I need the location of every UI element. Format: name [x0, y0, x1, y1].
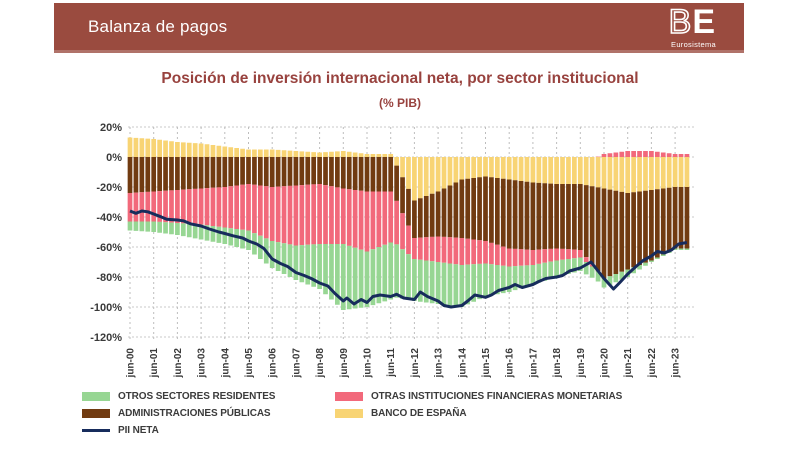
- x-tick-label: jun-22: [647, 348, 658, 379]
- x-tick-label: jun-23: [671, 348, 682, 379]
- y-tick-label: -120%: [90, 332, 122, 344]
- x-tick-label: jun-10: [363, 348, 374, 379]
- x-tick-label: jun-21: [623, 348, 634, 379]
- x-tick-label: jun-13: [434, 348, 445, 379]
- x-axis-labels: jun-00 jun-01 jun-02 jun-03 jun-04 jun-05 jun-…: [126, 348, 682, 379]
- series-otras-instituciones-financieras-monetarias: [127, 151, 690, 267]
- y-tick-label: -100%: [90, 302, 122, 314]
- y-tick-label: -60%: [96, 242, 122, 254]
- chart-subtitle: (% PIB): [379, 96, 421, 110]
- eurosistema-label: Eurosistema: [671, 39, 716, 49]
- x-tick-label: jun-00: [126, 348, 137, 379]
- banco-de-espana-logo: BE Eurosistema: [668, 2, 744, 49]
- x-tick-label: jun-06: [268, 348, 279, 379]
- y-tick-label: -20%: [96, 182, 122, 194]
- be-logo-icon: BE: [668, 2, 716, 41]
- series-banco-de-espa-a: [127, 137, 690, 201]
- slide-header-bar: Balanza de pagos BE Eurosistema: [54, 3, 744, 53]
- y-tick-label: -80%: [96, 272, 122, 284]
- pink-swatch-icon: [335, 392, 363, 401]
- legend-item-otras-ifm: OTRAS INSTITUCIONES FINANCIERAS MONETARI…: [335, 391, 622, 402]
- y-tick-label: 20%: [100, 122, 122, 134]
- legend-item-otros-sectores-residentes: OTROS SECTORES RESIDENTES: [82, 391, 275, 402]
- x-tick-label: jun-17: [528, 348, 539, 379]
- legend-item-administraciones-publicas: ADMINISTRACIONES PÚBLICAS: [82, 408, 271, 419]
- x-tick-label: jun-11: [386, 348, 397, 378]
- legend-item-banco-de-espana: BANCO DE ESPAÑA: [335, 408, 467, 419]
- x-tick-label: jun-07: [291, 348, 302, 379]
- brown-swatch-icon: [82, 409, 110, 418]
- x-tick-label: jun-04: [220, 348, 231, 379]
- x-tick-label: jun-09: [339, 348, 350, 379]
- pii-neta-line: [129, 209, 688, 309]
- bars-layer: [127, 137, 690, 310]
- x-tick-label: jun-12: [410, 348, 421, 379]
- x-tick-label: jun-03: [197, 348, 208, 379]
- x-tick-label: jun-18: [552, 348, 563, 379]
- series-otros-sectores-residentes: [127, 221, 690, 310]
- slide-title: Balanza de pagos: [88, 16, 228, 36]
- y-axis-labels: 20% 0% -20% -40% -60% -80% -100% -120%: [90, 122, 122, 344]
- x-tick-label: jun-20: [600, 348, 611, 379]
- x-tick-label: jun-14: [457, 348, 468, 379]
- x-tick-label: jun-02: [173, 348, 184, 379]
- x-tick-label: jun-16: [505, 348, 516, 379]
- series-administraciones-p-blicas: [127, 157, 690, 279]
- x-tick-label: jun-08: [315, 348, 326, 379]
- x-tick-label: jun-01: [149, 348, 160, 379]
- chart-title: Posición de inversión internacional neta…: [161, 70, 639, 87]
- x-tick-label: jun-15: [481, 348, 492, 379]
- y-tick-label: -40%: [96, 212, 122, 224]
- legend-item-pii-neta: PII NETA: [82, 425, 159, 436]
- yellow-swatch-icon: [335, 409, 363, 418]
- x-tick-label: jun-05: [244, 348, 255, 379]
- y-tick-label: 0%: [106, 152, 122, 164]
- x-tick-label: jun-19: [576, 348, 587, 379]
- green-swatch-icon: [82, 392, 110, 401]
- navy-line-swatch-icon: [82, 429, 110, 432]
